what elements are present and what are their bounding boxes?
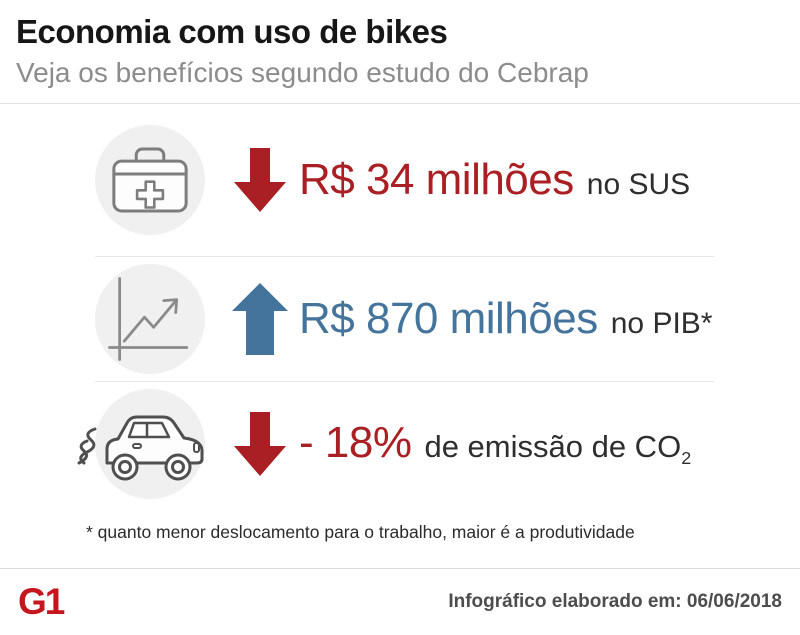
benefit-value: R$ 870 milhões [299,293,598,343]
arrow-cell [231,147,289,212]
footnote: * quanto menor deslocamento para o traba… [86,521,635,542]
icon-circle [95,263,205,374]
arrow-cell [231,282,289,355]
benefit-label: de emissão de CO2 [424,429,691,469]
benefit-label: no PIB* [610,306,713,340]
benefit-text: - 18% de emissão de CO2 [299,418,691,469]
credit-text: Infográfico elaborado em: 06/06/2018 [448,591,782,612]
page-subtitle: Veja os benefícios segundo estudo do Ceb… [16,56,589,88]
benefit-text: R$ 34 milhões no SUS [299,155,690,205]
line-chart-icon [108,276,189,361]
up-arrow-icon [232,282,288,355]
benefit-row-co2: - 18% de emissão de CO2 [77,382,714,506]
g1-logo: G1 [18,581,65,622]
co2-subscript: 2 [681,448,692,469]
first-aid-kit-icon [112,147,188,213]
arrow-cell [231,411,289,476]
down-arrow-icon [234,147,286,212]
icon-circle [95,124,205,235]
benefit-row-sus: R$ 34 milhões no SUS [95,104,714,257]
header: Economia com uso de bikes Veja os benefí… [0,0,800,104]
car-emissions-icon [77,415,204,481]
down-arrow-icon [234,411,286,476]
page-title: Economia com uso de bikes [16,13,448,50]
icon-circle [77,388,205,499]
footer: G1 Infográfico elaborado em: 06/06/2018 [0,568,800,635]
benefit-label-text: de emissão de CO [424,429,682,465]
benefit-label: no SUS [586,167,691,201]
benefit-value: R$ 34 milhões [299,154,574,204]
benefit-text: R$ 870 milhões no PIB* [299,294,712,344]
benefit-row-pib: R$ 870 milhões no PIB* [95,257,714,382]
benefit-value: - 18% [299,418,412,468]
